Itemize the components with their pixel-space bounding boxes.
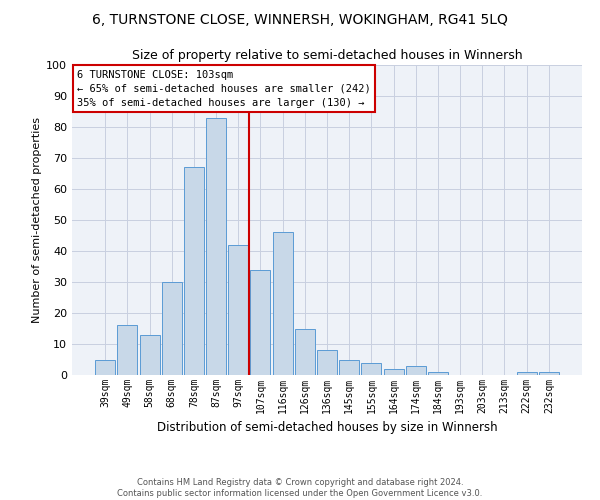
Bar [118, 326, 137, 375]
X-axis label: Distribution of semi-detached houses by size in Winnersh: Distribution of semi-detached houses by … [157, 422, 497, 434]
Text: 6, TURNSTONE CLOSE, WINNERSH, WOKINGHAM, RG41 5LQ: 6, TURNSTONE CLOSE, WINNERSH, WOKINGHAM,… [92, 12, 508, 26]
Y-axis label: Number of semi-detached properties: Number of semi-detached properties [32, 117, 42, 323]
Bar [295, 328, 315, 375]
Text: Contains HM Land Registry data © Crown copyright and database right 2024.
Contai: Contains HM Land Registry data © Crown c… [118, 478, 482, 498]
Bar [228, 245, 248, 375]
Bar [428, 372, 448, 375]
Bar [250, 270, 271, 375]
Bar [140, 334, 160, 375]
Bar [162, 282, 182, 375]
Bar [206, 118, 226, 375]
Bar [361, 362, 382, 375]
Title: Size of property relative to semi-detached houses in Winnersh: Size of property relative to semi-detach… [131, 50, 523, 62]
Bar [317, 350, 337, 375]
Text: 6 TURNSTONE CLOSE: 103sqm
← 65% of semi-detached houses are smaller (242)
35% of: 6 TURNSTONE CLOSE: 103sqm ← 65% of semi-… [77, 70, 371, 108]
Bar [539, 372, 559, 375]
Bar [383, 369, 404, 375]
Bar [406, 366, 426, 375]
Bar [517, 372, 536, 375]
Bar [95, 360, 115, 375]
Bar [272, 232, 293, 375]
Bar [339, 360, 359, 375]
Bar [184, 168, 204, 375]
